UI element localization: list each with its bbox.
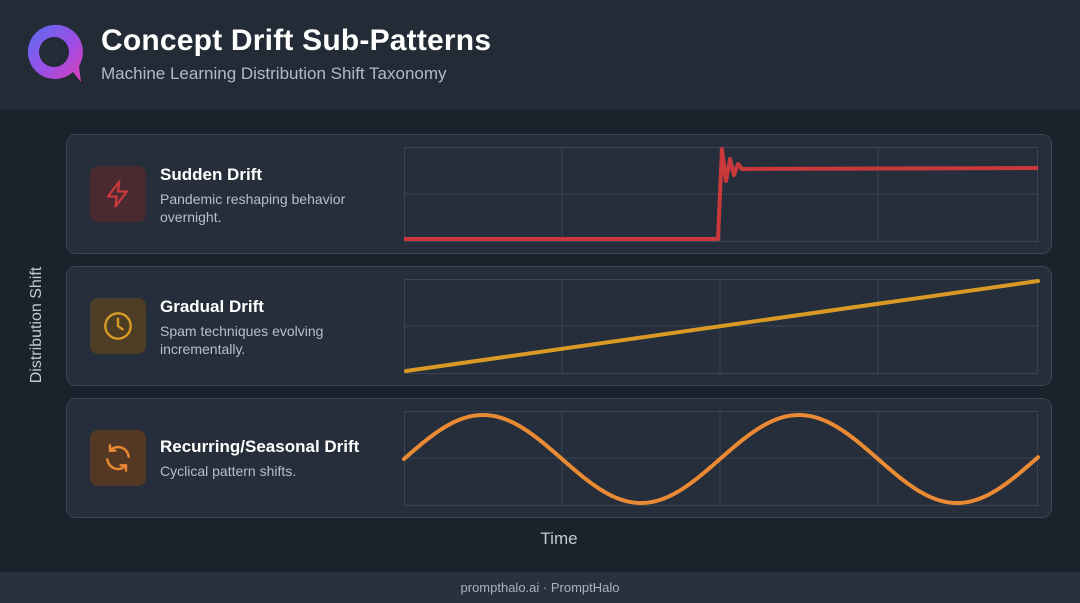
x-axis-label: Time — [540, 529, 578, 548]
pattern-description: Spam techniques evolving incrementally. — [160, 323, 324, 357]
sudden-drift-curve — [404, 147, 1039, 241]
gradual-drift-plot — [404, 279, 1040, 374]
sudden-drift-plot — [404, 147, 1039, 242]
refresh-cycle-icon — [90, 430, 146, 486]
recurring-drift-plot — [402, 411, 1040, 506]
page-title: Concept Drift Sub-Patterns — [101, 24, 492, 57]
pattern-card-recurring-drift: Recurring/Seasonal Drift Cyclical patter… — [66, 398, 1052, 518]
pattern-title: Gradual Drift — [160, 297, 264, 316]
header: Concept Drift Sub-Patterns Machine Learn… — [0, 0, 1080, 110]
recurring-drift-curve — [402, 413, 1040, 505]
pattern-card-sudden-drift: Sudden Drift Pandemic reshaping behavior… — [66, 134, 1052, 254]
pattern-description: Pandemic reshaping behavior overnight. — [160, 191, 346, 225]
footer: prompthalo.ai · PromptHalo — [0, 572, 1080, 603]
promphalo-ring-icon — [27, 24, 83, 82]
lightning-bolt-icon — [90, 166, 146, 222]
pattern-description: Cyclical pattern shifts. — [160, 463, 297, 479]
gradual-drift-curve — [404, 279, 1040, 373]
page-subtitle: Machine Learning Distribution Shift Taxo… — [101, 64, 447, 83]
footer-text: prompthalo.ai · PromptHalo — [460, 580, 620, 595]
pattern-title: Sudden Drift — [160, 165, 262, 184]
pattern-card-gradual-drift: Gradual Drift Spam techniques evolving i… — [66, 266, 1052, 386]
y-axis-label: Distribution Shift — [28, 266, 45, 384]
pattern-title: Recurring/Seasonal Drift — [160, 437, 360, 456]
clock-icon — [90, 298, 146, 354]
